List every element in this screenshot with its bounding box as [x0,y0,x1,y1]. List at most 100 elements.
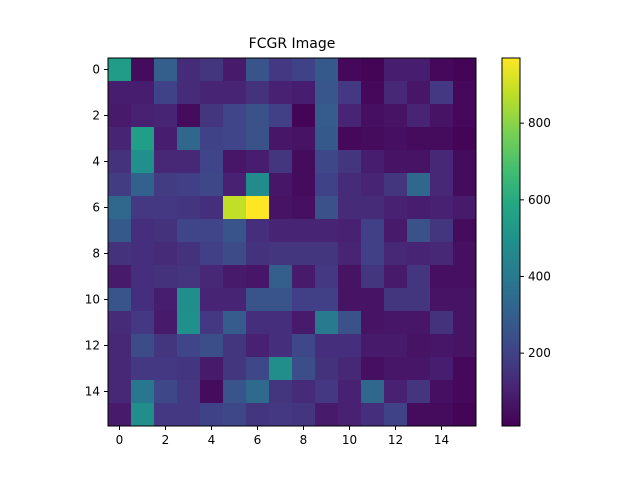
y-tick-label: 10 [85,293,100,307]
heatmap-cell [154,58,178,82]
x-tick-label: 2 [162,433,170,447]
heatmap-cell [223,242,247,266]
x-axis: 0 2 4 6 8 10 12 14 [116,426,449,447]
heatmap-cell [407,265,431,289]
heatmap-cell [453,380,477,404]
heatmap-cell [223,380,247,404]
heatmap-cell [430,334,454,358]
heatmap-cell [384,403,408,427]
heatmap-cell [384,104,408,128]
x-tick-label: 12 [388,433,403,447]
heatmap-cell [453,265,477,289]
heatmap-cell [315,380,339,404]
heatmap-cell [269,104,293,128]
heatmap-cells [108,58,477,427]
heatmap-cell [338,196,362,220]
heatmap-cell [154,196,178,220]
heatmap-cell [407,242,431,266]
heatmap-cell [292,403,316,427]
heatmap-cell [200,334,224,358]
heatmap-cell [407,311,431,335]
heatmap-cell [246,380,270,404]
heatmap-cell [292,104,316,128]
heatmap-cell [246,150,270,174]
heatmap-cell [177,311,201,335]
heatmap-cell [338,311,362,335]
heatmap-cell [430,196,454,220]
heatmap-cell [315,311,339,335]
heatmap-cell [154,265,178,289]
heatmap-cell [131,104,155,128]
heatmap-cell [108,219,132,243]
heatmap-cell [384,357,408,381]
x-tick-label: 8 [300,433,308,447]
heatmap-cell [131,81,155,105]
heatmap-cell [269,403,293,427]
heatmap-cell [338,104,362,128]
heatmap-cell [200,242,224,266]
heatmap-cell [246,288,270,312]
heatmap-cell [223,288,247,312]
y-tick-label: 2 [92,109,100,123]
heatmap-cell [292,380,316,404]
heatmap-cell [246,219,270,243]
heatmap-cell [177,196,201,220]
heatmap-cell [131,265,155,289]
heatmap-cell [108,150,132,174]
heatmap-cell [131,219,155,243]
heatmap-cell [292,288,316,312]
heatmap-cell [407,219,431,243]
heatmap-cell [338,357,362,381]
heatmap-cell [361,334,385,358]
heatmap-cell [361,104,385,128]
heatmap-cell [269,242,293,266]
heatmap-cell [200,173,224,197]
heatmap-cell [407,150,431,174]
heatmap-cell [269,150,293,174]
heatmap-cell [361,219,385,243]
heatmap-cell [108,58,132,82]
heatmap-cell [154,127,178,151]
heatmap-cell [453,288,477,312]
heatmap-cell [361,288,385,312]
heatmap-cell [384,81,408,105]
heatmap-cell [338,150,362,174]
heatmap-cell [131,334,155,358]
heatmap-cell [384,219,408,243]
heatmap-cell [154,357,178,381]
heatmap-cell [338,403,362,427]
heatmap-cell [200,81,224,105]
heatmap-cell [177,380,201,404]
heatmap-cell [269,81,293,105]
heatmap-cell [292,357,316,381]
heatmap-cell [430,127,454,151]
heatmap-cell [453,219,477,243]
heatmap-cell [108,288,132,312]
heatmap-cell [430,104,454,128]
heatmap-cell [407,127,431,151]
heatmap-cell [315,58,339,82]
heatmap-cell [223,127,247,151]
heatmap-cell [384,265,408,289]
y-tick-label: 12 [85,339,100,353]
heatmap-cell [177,357,201,381]
heatmap-cell [269,334,293,358]
heatmap-cell [407,334,431,358]
heatmap-cell [361,127,385,151]
heatmap-cell [131,127,155,151]
heatmap-cell [177,219,201,243]
heatmap-cell [361,150,385,174]
heatmap-cell [315,196,339,220]
heatmap-cell [177,127,201,151]
heatmap-cell [338,265,362,289]
heatmap-cell [223,357,247,381]
heatmap-cell [338,81,362,105]
heatmap-cell [200,150,224,174]
heatmap-cell [131,150,155,174]
heatmap-cell [177,58,201,82]
heatmap-cell [200,357,224,381]
heatmap-cell [246,334,270,358]
heatmap-cell [131,173,155,197]
colorbar-tick-label: 800 [528,116,551,130]
heatmap-cell [108,81,132,105]
